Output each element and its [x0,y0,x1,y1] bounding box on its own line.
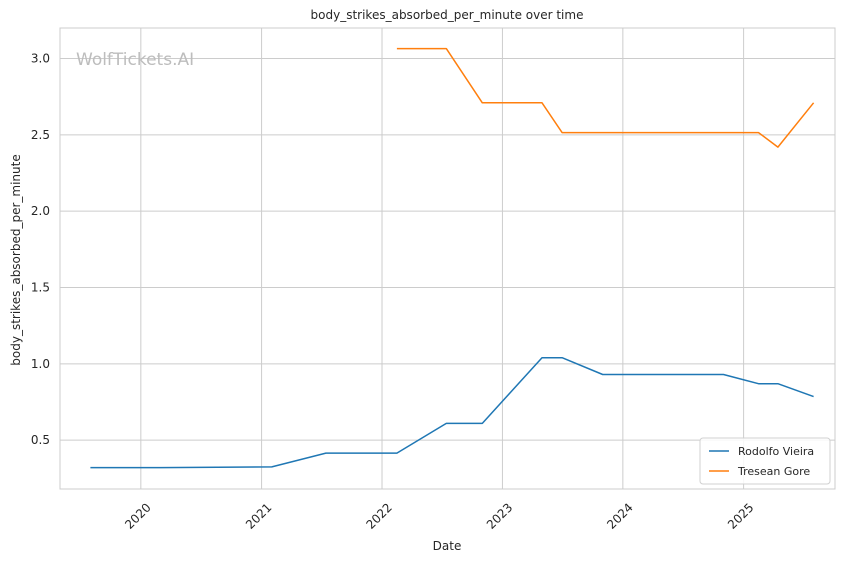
y-axis-label: body_strikes_absorbed_per_minute [9,154,23,365]
y-axis-ticks: 0.5 1.0 1.5 2.0 2.5 3.0 [31,52,50,448]
legend-box [699,437,831,485]
chart-title: body_strikes_absorbed_per_minute over ti… [311,8,584,22]
watermark: WolfTickets.AI [76,50,194,70]
y-tick-label: 2.5 [31,128,50,142]
series-line-rodolfo-vieira [90,356,814,469]
y-tick-label: 1.0 [31,357,50,371]
grid-lines [60,28,835,489]
plot-area [59,27,836,490]
legend: Rodolfo Vieira Tresean Gore [699,437,831,485]
legend-label-tresean-gore: Tresean Gore [737,465,810,478]
y-tick-label: 2.0 [31,204,50,218]
series-lines [90,47,815,469]
x-axis-label: Date [433,539,462,553]
legend-label-rodolfo-vieira: Rodolfo Vieira [738,445,814,458]
y-tick-label: 0.5 [31,433,50,447]
y-tick-label: 1.5 [31,281,50,295]
y-tick-label: 3.0 [31,52,50,66]
series-line-tresean-gore [396,47,815,148]
